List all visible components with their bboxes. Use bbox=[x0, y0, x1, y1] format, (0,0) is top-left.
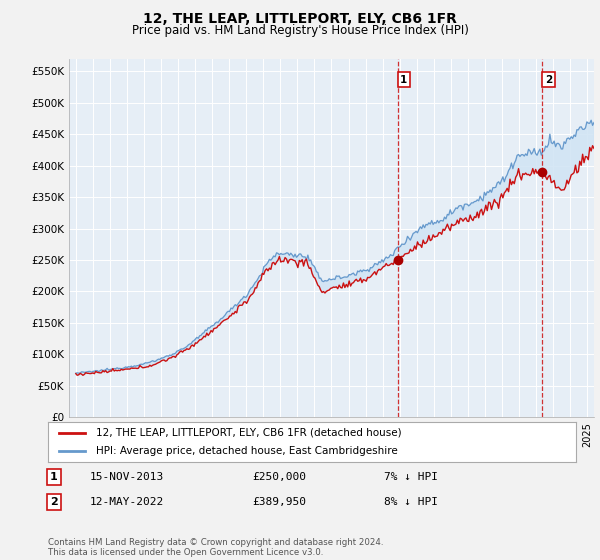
Text: 12, THE LEAP, LITTLEPORT, ELY, CB6 1FR (detached house): 12, THE LEAP, LITTLEPORT, ELY, CB6 1FR (… bbox=[95, 428, 401, 438]
Text: 7% ↓ HPI: 7% ↓ HPI bbox=[384, 472, 438, 482]
Text: £250,000: £250,000 bbox=[252, 472, 306, 482]
Text: 12-MAY-2022: 12-MAY-2022 bbox=[90, 497, 164, 507]
Text: 1: 1 bbox=[50, 472, 58, 482]
Text: HPI: Average price, detached house, East Cambridgeshire: HPI: Average price, detached house, East… bbox=[95, 446, 397, 456]
Text: 2: 2 bbox=[50, 497, 58, 507]
Text: 1: 1 bbox=[400, 74, 407, 85]
Text: 15-NOV-2013: 15-NOV-2013 bbox=[90, 472, 164, 482]
Text: £389,950: £389,950 bbox=[252, 497, 306, 507]
Text: 12, THE LEAP, LITTLEPORT, ELY, CB6 1FR: 12, THE LEAP, LITTLEPORT, ELY, CB6 1FR bbox=[143, 12, 457, 26]
Text: Contains HM Land Registry data © Crown copyright and database right 2024.
This d: Contains HM Land Registry data © Crown c… bbox=[48, 538, 383, 557]
Text: 2: 2 bbox=[545, 74, 552, 85]
Text: Price paid vs. HM Land Registry's House Price Index (HPI): Price paid vs. HM Land Registry's House … bbox=[131, 24, 469, 36]
Text: 8% ↓ HPI: 8% ↓ HPI bbox=[384, 497, 438, 507]
